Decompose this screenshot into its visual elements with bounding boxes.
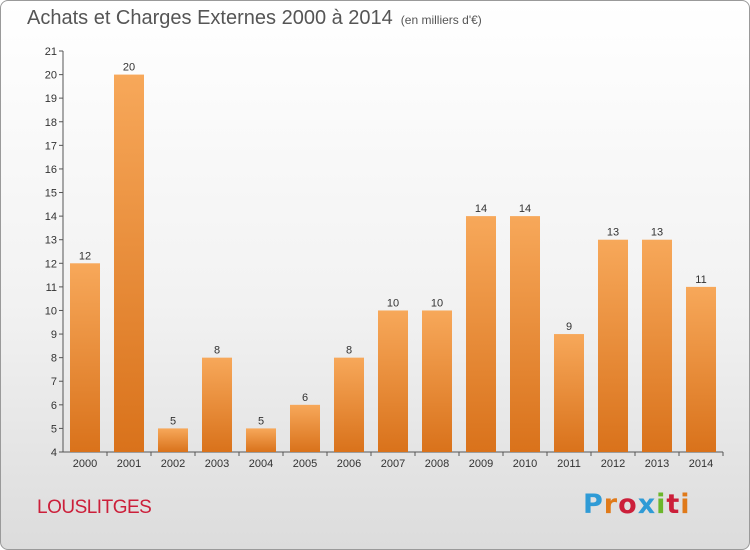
value-label-2003: 8 (214, 345, 220, 357)
logo-letter: i (656, 489, 667, 520)
y-tick-label: 6 (51, 400, 57, 412)
bar-2001 (114, 74, 144, 453)
x-tick-label-2009: 2009 (469, 458, 493, 470)
value-label-2012: 13 (607, 227, 619, 239)
chart-subtitle: (en milliers d'€) (400, 13, 482, 27)
bar-2014 (686, 286, 716, 452)
bar-2010 (510, 216, 540, 452)
logo-letter: P (583, 489, 604, 520)
value-label-2014: 11 (695, 274, 706, 286)
logo-letter: o (618, 489, 638, 520)
bar-2008 (422, 310, 452, 452)
y-tick-label: 10 (45, 305, 57, 317)
value-label-2013: 13 (651, 227, 663, 239)
title-text: Achats et Charges Externes 2000 à 2014 (27, 7, 393, 29)
place-name: LOUSLITGES (37, 497, 152, 518)
value-label-2001: 20 (123, 62, 135, 74)
y-tick-label: 20 (45, 70, 57, 82)
x-tick-label-2003: 2003 (205, 458, 229, 470)
value-label-2006: 8 (346, 345, 352, 357)
y-tick-label: 13 (45, 235, 57, 247)
y-tick-label: 16 (45, 164, 57, 176)
value-label-2010: 14 (519, 203, 531, 215)
value-label-2011: 9 (566, 321, 572, 333)
value-label-2008: 10 (431, 297, 443, 309)
value-label-2005: 6 (302, 392, 308, 404)
y-tick-label: 21 (45, 46, 57, 58)
proxiti-logo: Proxiti (583, 489, 691, 520)
y-tick-label: 7 (51, 376, 57, 388)
y-tick-label: 4 (51, 447, 57, 459)
y-tick-label: 17 (45, 140, 57, 152)
chart-title: Achats et Charges Externes 2000 à 2014 (e… (27, 7, 482, 30)
x-tick-label-2012: 2012 (601, 458, 625, 470)
value-label-2009: 14 (475, 203, 487, 215)
x-tick-label-2014: 2014 (689, 458, 713, 470)
bar-2012 (598, 239, 628, 452)
bar-2002 (158, 428, 188, 452)
x-tick-label-2001: 2001 (117, 458, 141, 470)
bar-2011 (554, 334, 584, 452)
value-label-2007: 10 (387, 297, 399, 309)
logo-letter: r (603, 489, 619, 520)
y-tick-label: 11 (46, 282, 57, 294)
x-tick-label-2000: 2000 (73, 458, 97, 470)
x-tick-label-2013: 2013 (645, 458, 669, 470)
bar-2003 (202, 357, 232, 452)
x-tick-label-2010: 2010 (513, 458, 537, 470)
x-tick-label-2006: 2006 (337, 458, 361, 470)
y-tick-label: 9 (51, 329, 57, 341)
y-tick-label: 18 (45, 117, 57, 129)
bar-2007 (378, 310, 408, 452)
bar-2005 (290, 404, 320, 452)
bar-2004 (246, 428, 276, 452)
x-tick-label-2002: 2002 (161, 458, 185, 470)
logo-letter: x (637, 489, 657, 520)
y-tick-label: 19 (45, 93, 57, 105)
x-tick-label-2011: 2011 (557, 458, 581, 470)
x-tick-label-2008: 2008 (425, 458, 449, 470)
bar-2000 (70, 263, 100, 452)
x-tick-label-2005: 2005 (293, 458, 317, 470)
value-label-2002: 5 (170, 415, 176, 427)
x-tick-label-2004: 2004 (249, 458, 273, 470)
x-tick-label-2007: 2007 (381, 458, 405, 470)
y-tick-label: 5 (51, 423, 57, 435)
y-tick-label: 8 (51, 353, 57, 365)
logo-letter: i (680, 489, 691, 520)
bar-2013 (642, 239, 672, 452)
logo-letter: t (666, 489, 681, 520)
bar-2006 (334, 357, 364, 452)
value-label-2000: 12 (79, 250, 91, 262)
y-tick-label: 12 (45, 258, 57, 270)
value-label-2004: 5 (258, 415, 264, 427)
y-tick-label: 14 (45, 211, 57, 223)
y-tick-label: 15 (45, 188, 57, 200)
bar-2009 (466, 216, 496, 452)
